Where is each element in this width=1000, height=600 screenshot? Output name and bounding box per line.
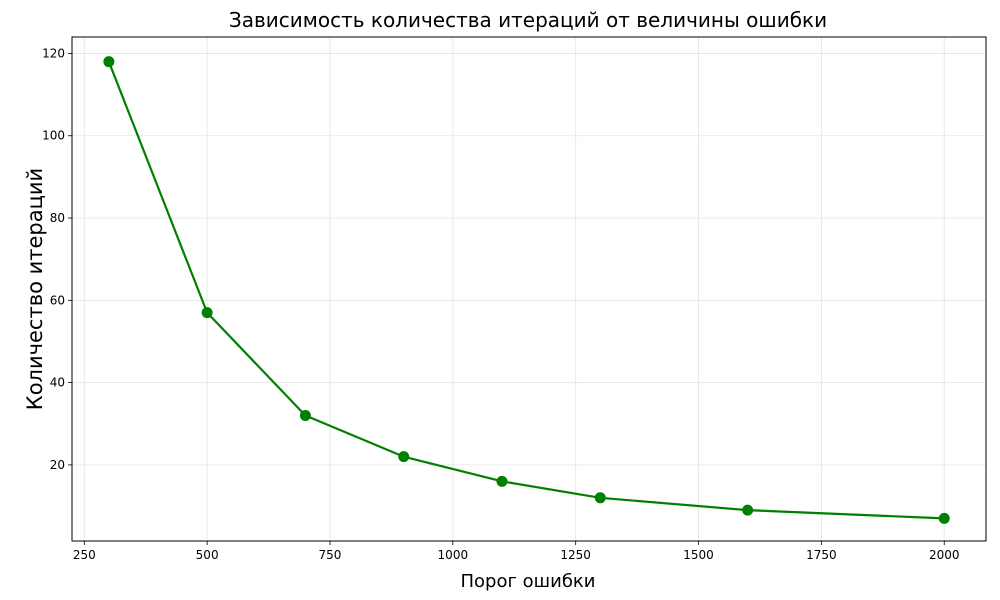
data-point [398,451,410,463]
x-tick-label: 1000 [438,548,469,562]
data-point [594,492,606,504]
series-layer [103,56,950,524]
x-tick-label: 250 [73,548,96,562]
y-tick-label: 100 [42,129,65,143]
data-point [103,56,115,68]
data-point [299,410,311,422]
x-tick-label: 1500 [683,548,714,562]
x-tick-label: 750 [319,548,342,562]
plot-frame [71,36,987,542]
y-tick-label: 80 [50,211,65,225]
x-tick-label: 1250 [560,548,591,562]
data-point [938,512,950,524]
y-axis-title: Количество итераций [23,168,47,410]
data-point [742,504,754,516]
y-tick-label: 120 [42,46,65,60]
chart-title: Зависимость количества итераций от велич… [229,8,827,32]
x-tick-label: 1750 [806,548,837,562]
y-tick-label: 40 [50,376,65,390]
x-axis-ticks: 250 500 750 1000 1250 1500 1750 2000 [73,541,960,562]
y-tick-label: 20 [50,458,65,472]
series-line [107,60,946,520]
plot-background [72,37,986,541]
y-axis-ticks: 20 40 60 80 100 120 [42,46,72,472]
x-tick-label: 2000 [929,548,960,562]
data-point [496,475,508,487]
x-axis-title: Порог ошибки [460,571,595,592]
y-tick-label: 60 [50,293,65,307]
plot-area [71,36,987,542]
x-tick-label: 500 [196,548,219,562]
grid-lines [72,37,986,541]
data-point [201,307,213,319]
